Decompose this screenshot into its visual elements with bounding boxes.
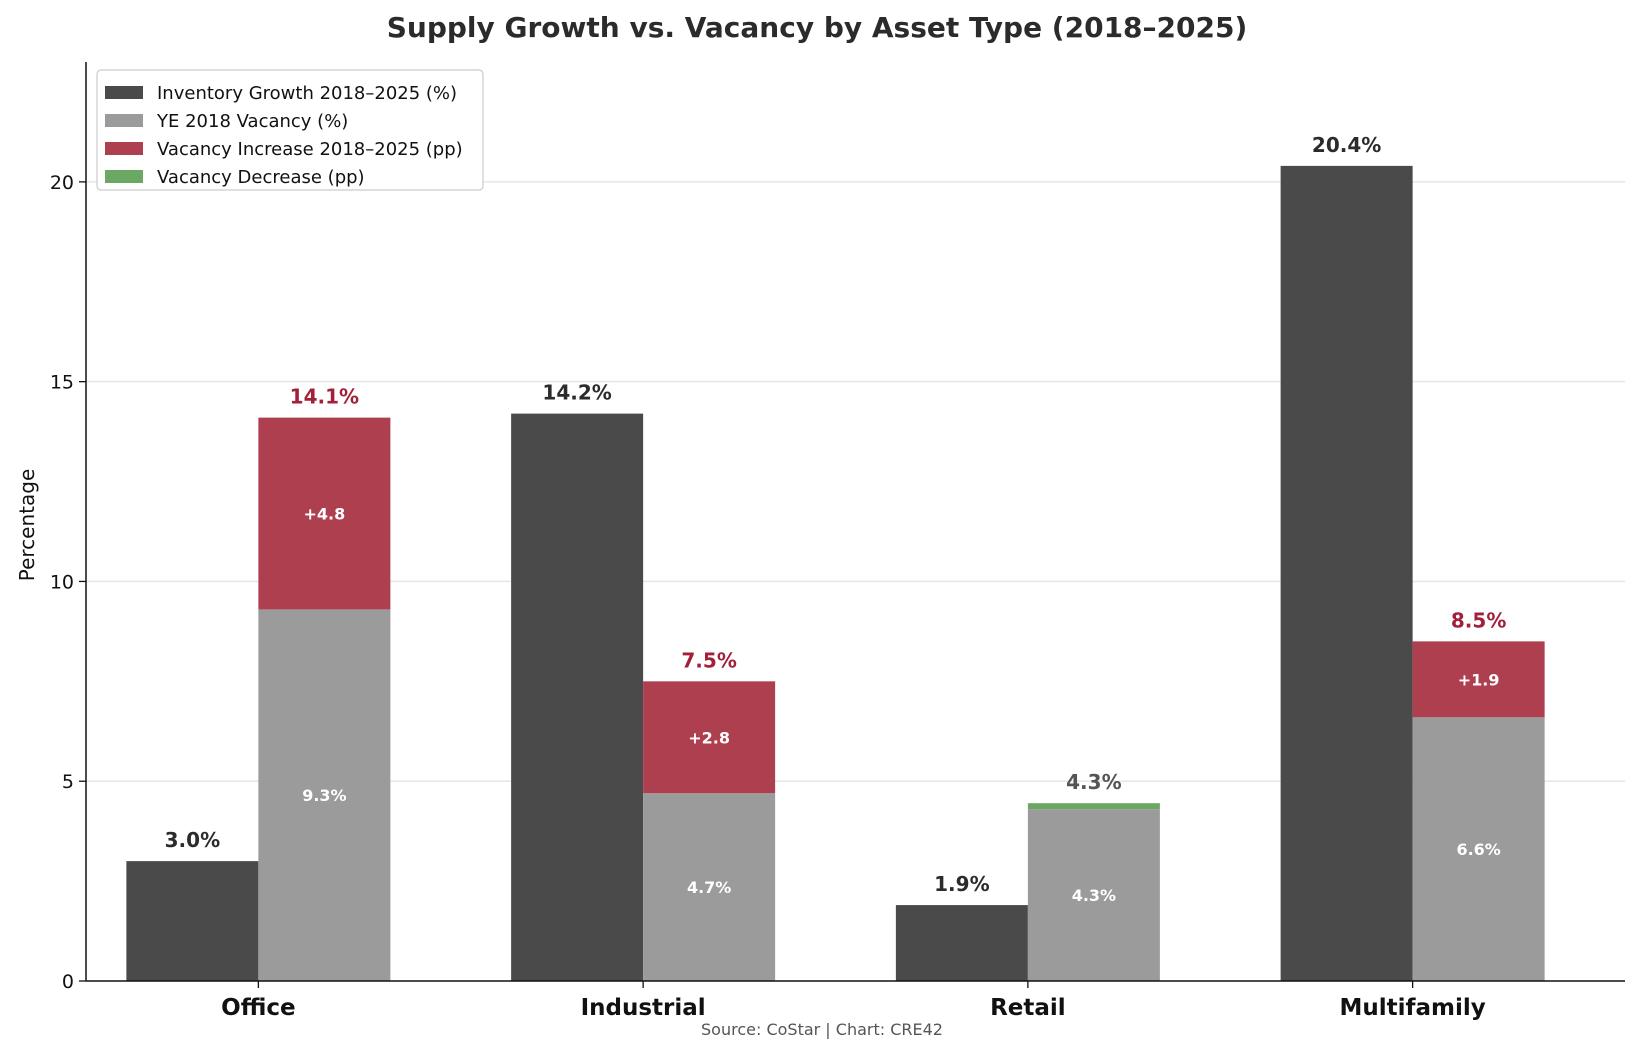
bar-label-vacancy-increase: +1.9	[1458, 670, 1500, 689]
y-tick-label: 0	[62, 971, 74, 993]
bar-inventory-growth	[126, 861, 259, 981]
legend-swatch	[105, 170, 143, 183]
legend-swatch	[105, 142, 143, 155]
y-tick-label: 20	[50, 172, 74, 194]
bars	[126, 165, 1545, 981]
chart-title: Supply Growth vs. Vacancy by Asset Type …	[387, 11, 1248, 44]
bar-label-vacancy-total: 14.1%	[290, 385, 359, 409]
y-tick-label: 10	[50, 571, 74, 593]
bar-label-vacancy-2018: 6.6%	[1456, 840, 1500, 859]
bar-label-vacancy-2018: 4.7%	[687, 878, 731, 897]
legend-box	[96, 69, 484, 191]
source-note: Source: CoStar | Chart: CRE42	[701, 1020, 943, 1039]
bar-vacancy-increase	[1412, 641, 1545, 718]
bar-vacancy-2018	[1027, 809, 1160, 981]
y-tick-label: 5	[62, 771, 74, 793]
bar-inventory-growth	[1280, 165, 1413, 981]
bar-label-vacancy-total: 7.5%	[681, 648, 736, 672]
x-tick-label: Office	[221, 995, 295, 1021]
bar-label-vacancy-increase: +2.8	[688, 728, 730, 747]
legend-swatch	[105, 86, 143, 99]
legend-entry: Vacancy Increase 2018–2025 (pp)	[157, 139, 463, 160]
legend-entry: Vacancy Decrease (pp)	[157, 167, 365, 188]
bar-vacancy-2018	[258, 609, 391, 981]
x-tick-label: Retail	[990, 995, 1066, 1021]
bar-label-vacancy-total: 4.3%	[1066, 770, 1121, 794]
y-axis-label: Percentage	[15, 469, 39, 582]
bar-inventory-growth	[895, 905, 1028, 981]
bar-inventory-growth	[511, 413, 644, 981]
y-tick-label: 15	[50, 372, 74, 394]
bar-vacancy-increase	[643, 681, 776, 794]
bar-label-vacancy-2018: 4.3%	[1072, 886, 1116, 905]
legend-entry: YE 2018 Vacancy (%)	[156, 111, 348, 132]
bar-label-inventory-growth: 1.9%	[934, 872, 989, 896]
axes: 0 5 10 15 20 Office Industrial Retail Multifamil…	[50, 62, 1625, 1021]
bar-label-inventory-growth: 3.0%	[165, 828, 220, 852]
bar-vacancy-decrease	[1027, 803, 1160, 810]
bar-label-inventory-growth: 20.4%	[1312, 133, 1381, 157]
legend-swatch	[105, 114, 143, 127]
bar-vacancy-increase	[258, 417, 391, 610]
x-tick-label: Multifamily	[1339, 995, 1485, 1021]
x-tick-label: Industrial	[581, 995, 706, 1021]
bar-label-inventory-growth: 14.2%	[542, 381, 611, 405]
bar-label-vacancy-increase: +4.8	[304, 505, 346, 524]
legend-entry: Inventory Growth 2018–2025 (%)	[157, 83, 457, 104]
bar-vacancy-2018	[643, 793, 776, 981]
bar-label-vacancy-2018: 9.3%	[302, 786, 346, 805]
bar-label-vacancy-total: 8.5%	[1451, 608, 1506, 632]
bar-vacancy-2018	[1412, 717, 1545, 981]
bar-labels: 3.0% 9.3% +4.8 14.1% 14.2% 4.7% +2.8 7.5% 1.9% 4.…	[165, 133, 1507, 905]
legend: Inventory Growth 2018–2025 (%) YE 2018 Va…	[96, 69, 484, 191]
